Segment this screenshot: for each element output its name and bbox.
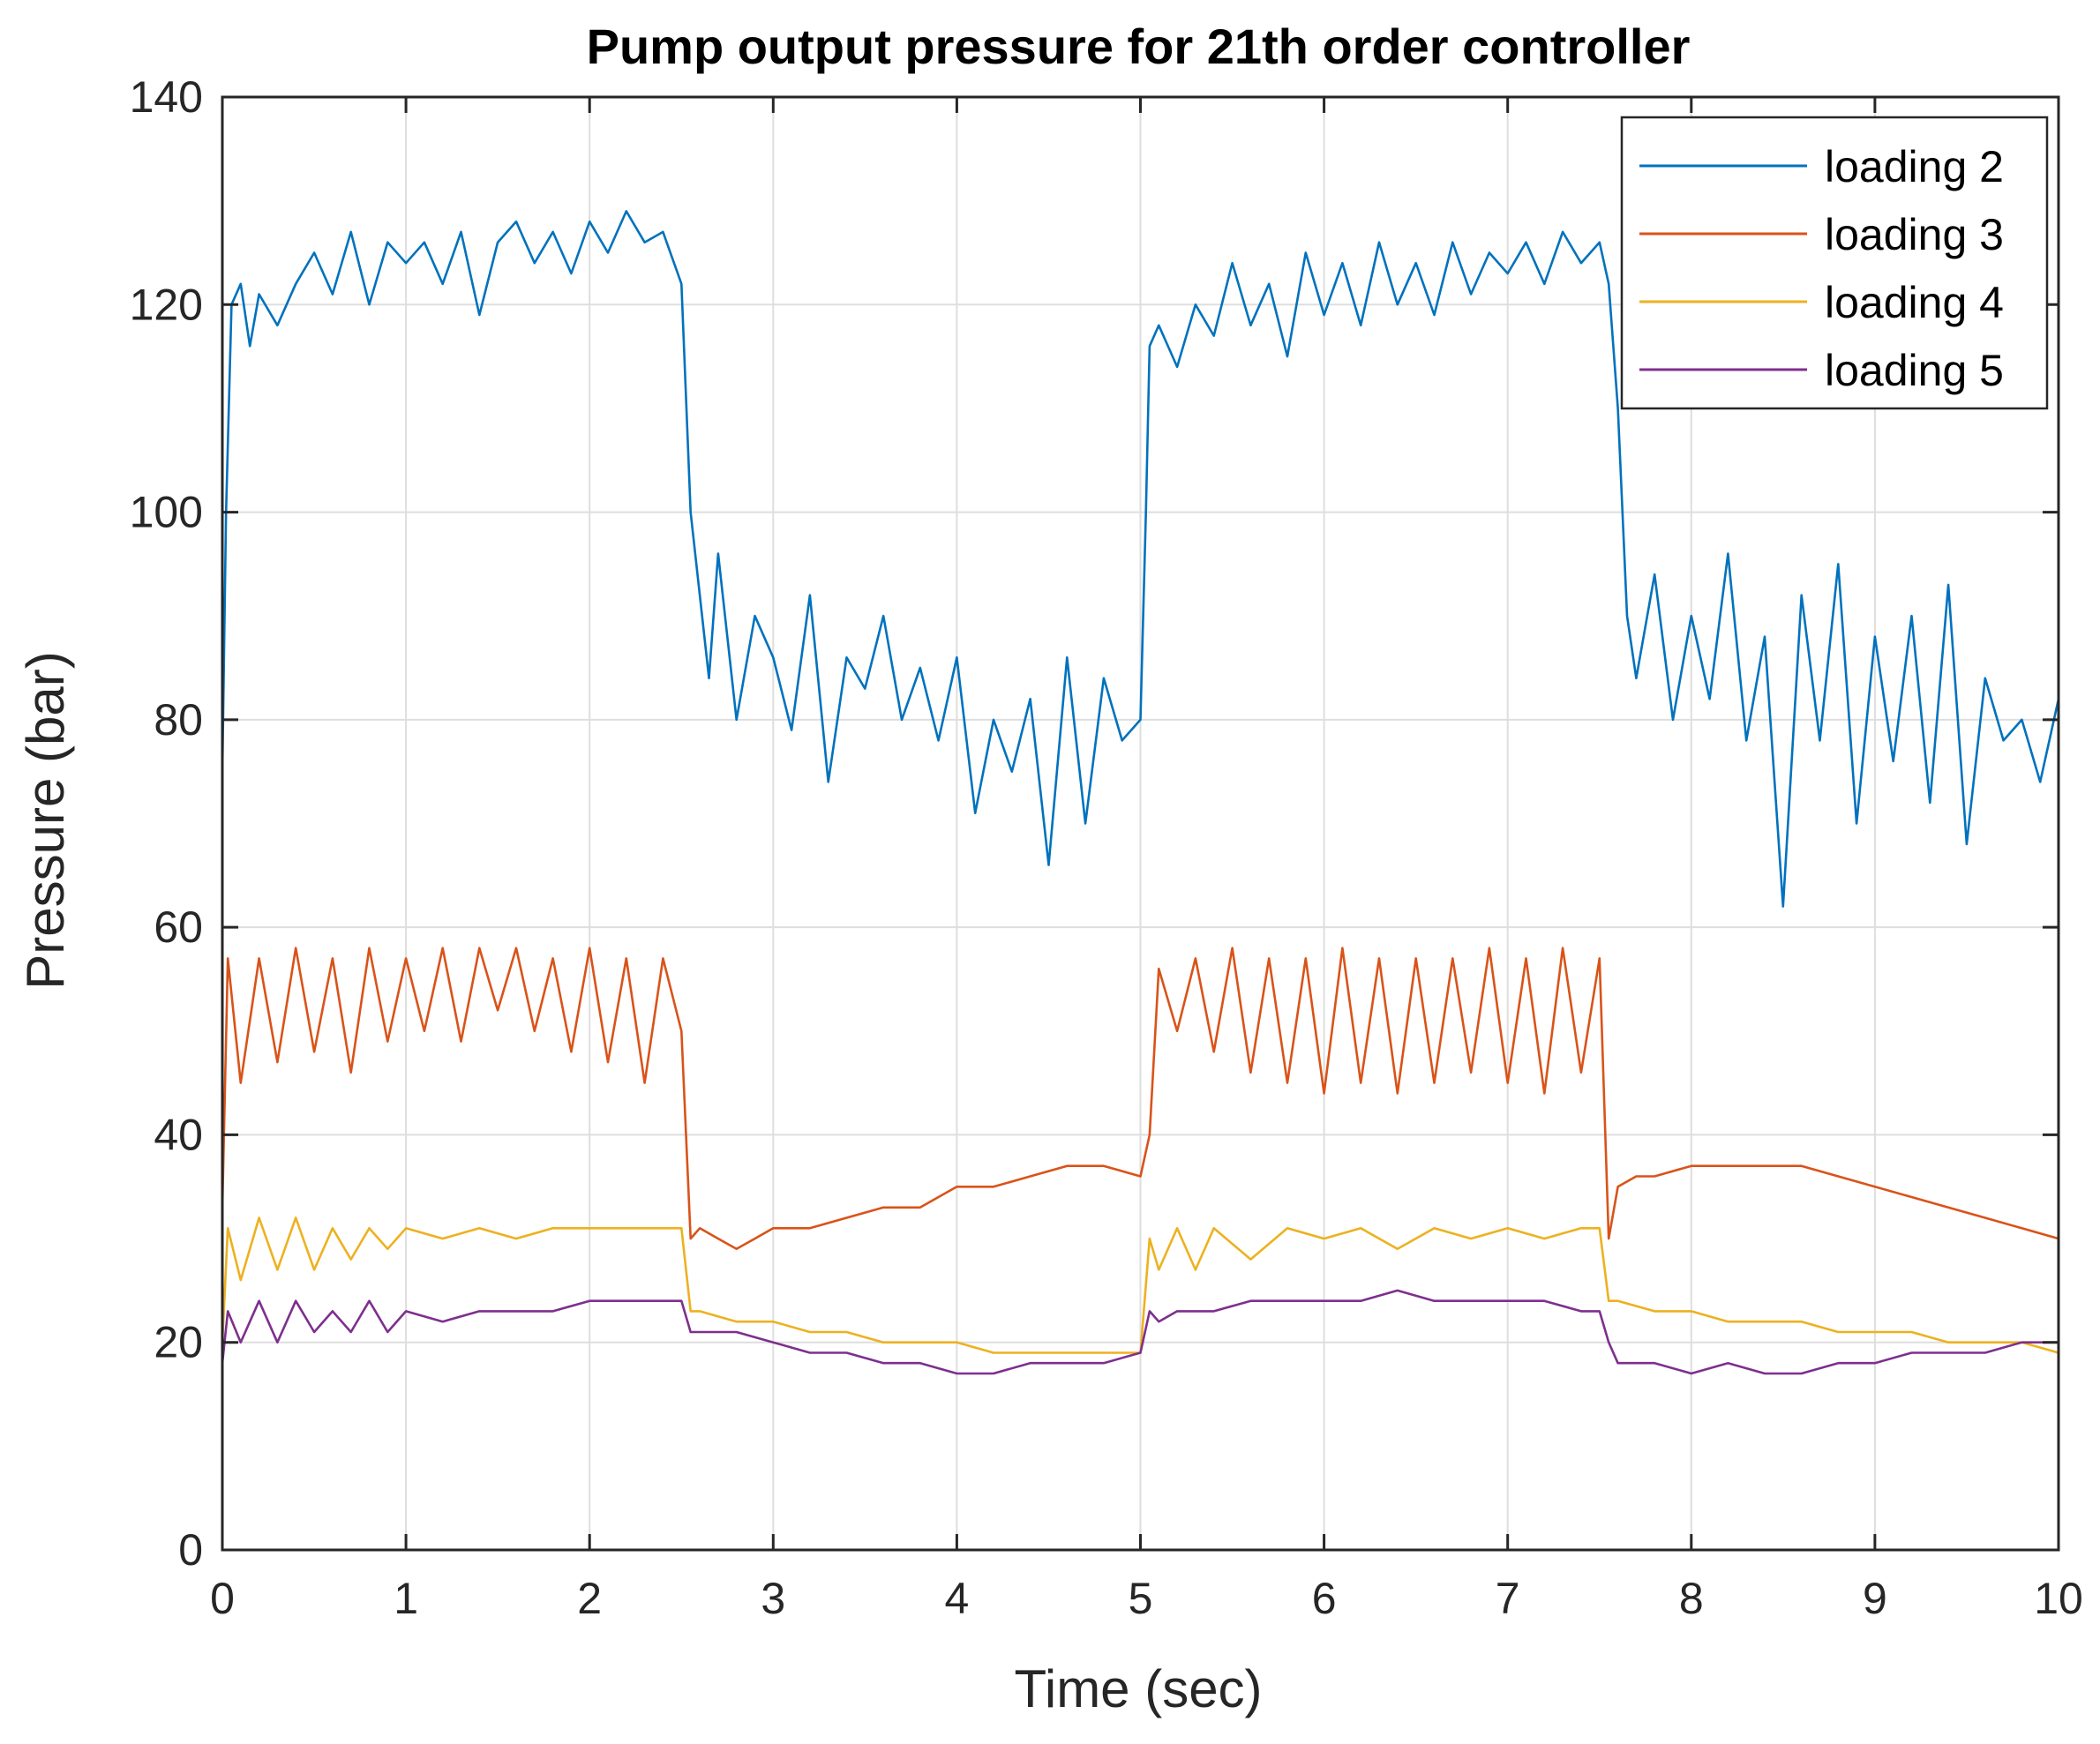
y-axis-label: Pressure (bar) (16, 651, 75, 989)
x-axis-label: Time (sec) (1014, 1659, 1262, 1718)
series-line-loading-4 (221, 1216, 2059, 1354)
y-tick-label: 60 (154, 902, 203, 952)
legend: loading 2 loading 3 loading 4 loading 5 (1620, 116, 2049, 410)
series-line-loading-3 (221, 947, 2059, 1251)
y-tick-label: 20 (154, 1318, 203, 1367)
y-tick-label: 140 (130, 72, 203, 122)
series-layer (221, 210, 2060, 1375)
x-tick-label: 3 (761, 1574, 785, 1623)
legend-label: loading 4 (1825, 278, 2004, 327)
legend-label: loading 5 (1825, 346, 2004, 395)
legend-label: loading 2 (1825, 142, 2004, 191)
y-tick-label: 80 (154, 695, 203, 745)
series-line-loading-2 (221, 210, 2060, 908)
x-tick-label: 5 (1129, 1574, 1153, 1623)
y-tick-label: 40 (154, 1110, 203, 1159)
x-tick-label: 0 (210, 1574, 235, 1623)
chart-title: Pump output pressure for 21th order cont… (587, 19, 1691, 74)
legend-label: loading 3 (1825, 210, 2004, 259)
legend-items: loading 2 loading 3 loading 4 loading 5 (1639, 142, 2004, 395)
x-tick-label: 10 (2034, 1574, 2083, 1623)
series-line-loading-5 (221, 1289, 2059, 1375)
x-tick-label: 2 (577, 1574, 602, 1623)
y-tick-label: 120 (130, 280, 203, 329)
x-tick-label: 8 (1679, 1574, 1704, 1623)
x-tick-label: 6 (1312, 1574, 1337, 1623)
x-tick-label: 1 (394, 1574, 418, 1623)
x-tick-label: 7 (1496, 1574, 1520, 1623)
y-tick-label: 0 (178, 1525, 203, 1575)
x-tick-label: 9 (1863, 1574, 1887, 1623)
x-tick-label: 4 (944, 1574, 969, 1623)
y-tick-label: 100 (130, 488, 203, 537)
